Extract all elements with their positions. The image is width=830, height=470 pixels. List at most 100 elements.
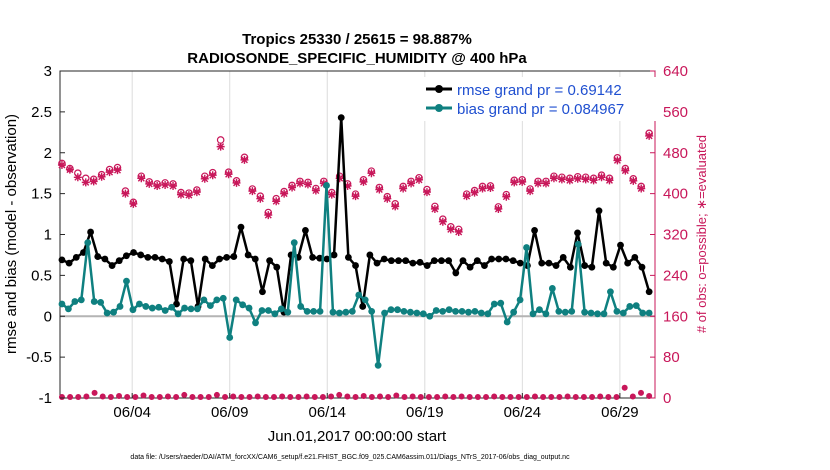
obs-bottom-marker: [474, 393, 481, 400]
rmse-point: [223, 253, 231, 261]
obs-bottom-marker: [385, 393, 392, 400]
obs-evaluated-marker: [81, 178, 90, 187]
bias-point: [503, 318, 511, 326]
rmse-point: [87, 228, 94, 236]
x-axis-label: Jun.01,2017 00:00:00 start: [268, 428, 447, 445]
rmse-point: [566, 263, 574, 271]
bias-point: [148, 304, 156, 312]
obs-evaluated-marker: [311, 186, 320, 195]
y-tick-label: -1: [39, 390, 52, 407]
obs-evaluated-marker: [176, 190, 185, 199]
obs-evaluated-marker: [327, 190, 336, 199]
rmse-point: [230, 253, 238, 260]
obs-bottom-marker: [442, 393, 449, 400]
obs-evaluated-marker: [280, 189, 289, 198]
rmse-point: [266, 257, 274, 265]
legend: rmse grand pr = 0.69142 bias grand pr = …: [420, 77, 660, 121]
bias-point: [439, 307, 447, 315]
obs-evaluated-marker: [430, 204, 439, 213]
y2-tick-label: 80: [663, 349, 680, 366]
rmse-point: [373, 259, 381, 267]
obs-evaluated-marker: [573, 174, 582, 183]
obs-bottom-marker: [597, 393, 604, 400]
bias-point: [445, 306, 453, 314]
obs-bottom-marker: [368, 393, 375, 400]
obs-count-markers: [57, 129, 654, 400]
obs-bottom-marker: [91, 389, 98, 396]
obs-bottom-marker: [450, 393, 457, 400]
bias-point: [381, 309, 388, 317]
rmse-point: [108, 262, 116, 269]
obs-bottom-marker: [352, 393, 359, 400]
y2-tick-label: 480: [663, 145, 688, 162]
y2-tick-label: 240: [663, 267, 688, 284]
obs-bottom-marker: [336, 391, 343, 398]
bias-point: [587, 309, 595, 317]
rmse-point: [101, 255, 109, 263]
rmse-point: [237, 223, 245, 231]
series-lines: [58, 114, 653, 369]
bias-point: [258, 307, 266, 314]
obs-evaluated-marker: [375, 185, 384, 194]
obs-evaluated-marker: [399, 184, 408, 193]
rmse-point: [416, 258, 424, 266]
y2-axis-label: # of obs: o=possible; ∗=evaluated: [694, 135, 709, 333]
obs-evaluated-marker: [407, 179, 416, 188]
rmse-point: [208, 262, 216, 269]
rmse-point: [259, 288, 266, 296]
bias-point: [206, 302, 214, 310]
y2-tick-label: 640: [663, 63, 688, 80]
obs-evaluated-marker: [137, 174, 146, 183]
obs-bottom-marker: [360, 392, 367, 399]
obs-evaluated-marker: [446, 225, 455, 234]
bias-point: [174, 310, 182, 318]
bias-point: [394, 306, 401, 314]
obs-evaluated-marker: [335, 174, 344, 183]
obs-evaluated-marker: [605, 176, 614, 185]
rmse-point: [445, 257, 453, 265]
bias-point: [200, 296, 208, 304]
obs-evaluated-marker: [415, 175, 424, 184]
bias-point: [239, 301, 247, 309]
bias-point: [542, 310, 550, 318]
data-file-footnote: data file: /Users/raeder/DAI/ATM_forcXX/…: [130, 454, 570, 461]
rmse-point: [330, 251, 338, 259]
bias-point: [432, 307, 440, 314]
rmse-point: [624, 259, 632, 267]
bias-point: [252, 319, 259, 327]
obs-bottom-marker: [303, 393, 310, 400]
rmse-point: [595, 207, 603, 215]
bias-point: [497, 299, 505, 307]
obs-evaluated-marker: [502, 192, 511, 201]
obs-evaluated-marker: [303, 180, 312, 189]
rmse-point: [173, 300, 180, 308]
bias-point: [374, 361, 382, 369]
obs-evaluated-marker: [510, 178, 519, 187]
bias-point: [232, 296, 240, 304]
x-tick-label: 06/29: [601, 404, 639, 421]
bias-point: [561, 308, 569, 316]
obs-evaluated-marker: [296, 179, 305, 188]
obs-bottom-marker: [523, 393, 530, 400]
obs-bottom-marker: [116, 392, 123, 399]
bias-point: [600, 310, 608, 318]
bias-point: [639, 309, 647, 317]
obs-bottom-marker: [295, 393, 302, 400]
bias-point: [161, 307, 169, 314]
rmse-point: [423, 262, 431, 269]
chart-title-line1: Tropics 25330 / 25615 = 98.887%: [242, 31, 472, 48]
bias-point: [548, 285, 556, 292]
rmse-point: [481, 262, 488, 269]
obs-bottom-marker: [238, 393, 245, 400]
bias-point: [555, 307, 563, 315]
legend-rmse-label: rmse grand pr = 0.69142: [457, 82, 622, 99]
x-tick-label: 06/04: [113, 404, 151, 421]
bias-point: [355, 291, 363, 299]
rmse-point: [344, 253, 352, 261]
bias-point: [400, 307, 408, 315]
obs-evaluated-marker: [637, 184, 646, 193]
obs-possible-marker: [216, 136, 225, 144]
rmse-point: [309, 253, 316, 261]
bias-point: [90, 298, 98, 305]
bias-point: [536, 306, 543, 314]
